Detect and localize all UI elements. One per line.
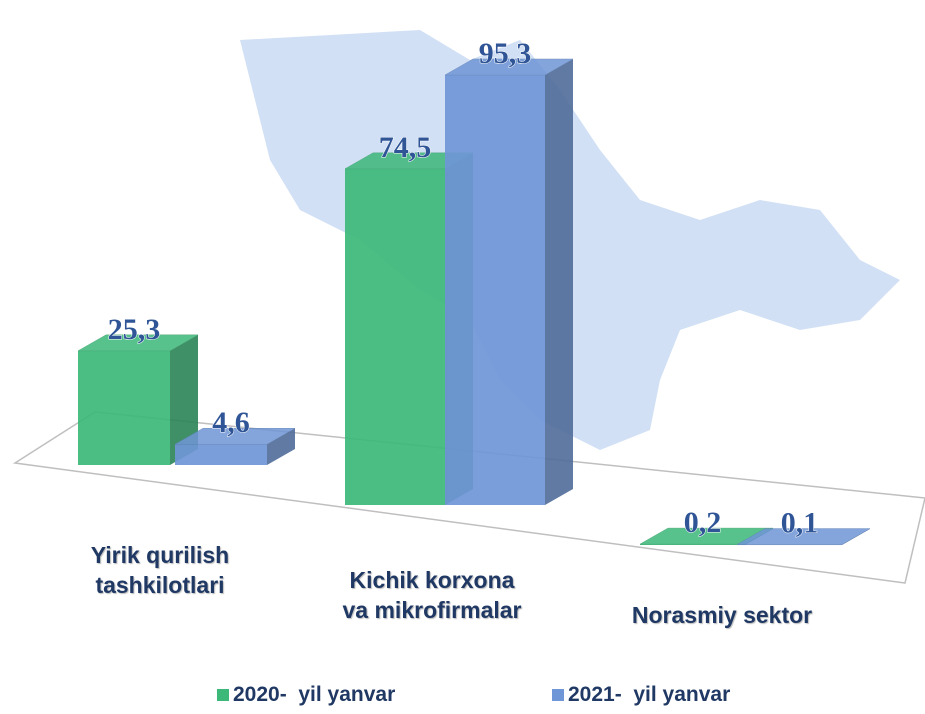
value-label: 74,5 <box>379 131 432 164</box>
bar-side <box>545 59 573 505</box>
category-label: Yirik qurilish tashkilotlari <box>90 542 230 598</box>
legend-item: 2021- yil yanvar <box>552 683 730 707</box>
value-label: 95,3 <box>479 37 532 70</box>
bar <box>77 334 199 465</box>
bar-top <box>77 334 199 352</box>
bar-side <box>267 428 295 465</box>
bar-top <box>444 58 574 76</box>
legend-swatch <box>217 689 229 701</box>
bar-top <box>639 527 774 545</box>
legend-item: 2020- yil yanvar <box>217 683 395 707</box>
bar <box>444 58 574 505</box>
bar <box>174 427 296 465</box>
bar-side <box>170 334 198 465</box>
value-label: 0,1 <box>781 507 819 540</box>
bar-top <box>174 427 296 445</box>
bar-front <box>445 75 545 505</box>
bar-front <box>345 168 445 505</box>
bar-top <box>736 528 871 545</box>
bar-front <box>640 544 745 545</box>
value-label: 25,3 <box>108 313 161 346</box>
value-label: 4,6 <box>212 406 250 439</box>
category-label: Norasmiy sektor <box>631 602 813 628</box>
bar-front <box>78 350 170 465</box>
legend-label: 2020- yil yanvar <box>233 683 396 706</box>
bar <box>736 528 871 546</box>
category-label: Kichik korxona va mikrofirmalar <box>342 567 522 623</box>
bar-front <box>175 444 267 465</box>
legend-label: 2021- yil yanvar <box>568 683 731 706</box>
value-label: 0,2 <box>684 506 722 539</box>
floor <box>12 411 925 584</box>
legend-swatch <box>552 689 564 701</box>
